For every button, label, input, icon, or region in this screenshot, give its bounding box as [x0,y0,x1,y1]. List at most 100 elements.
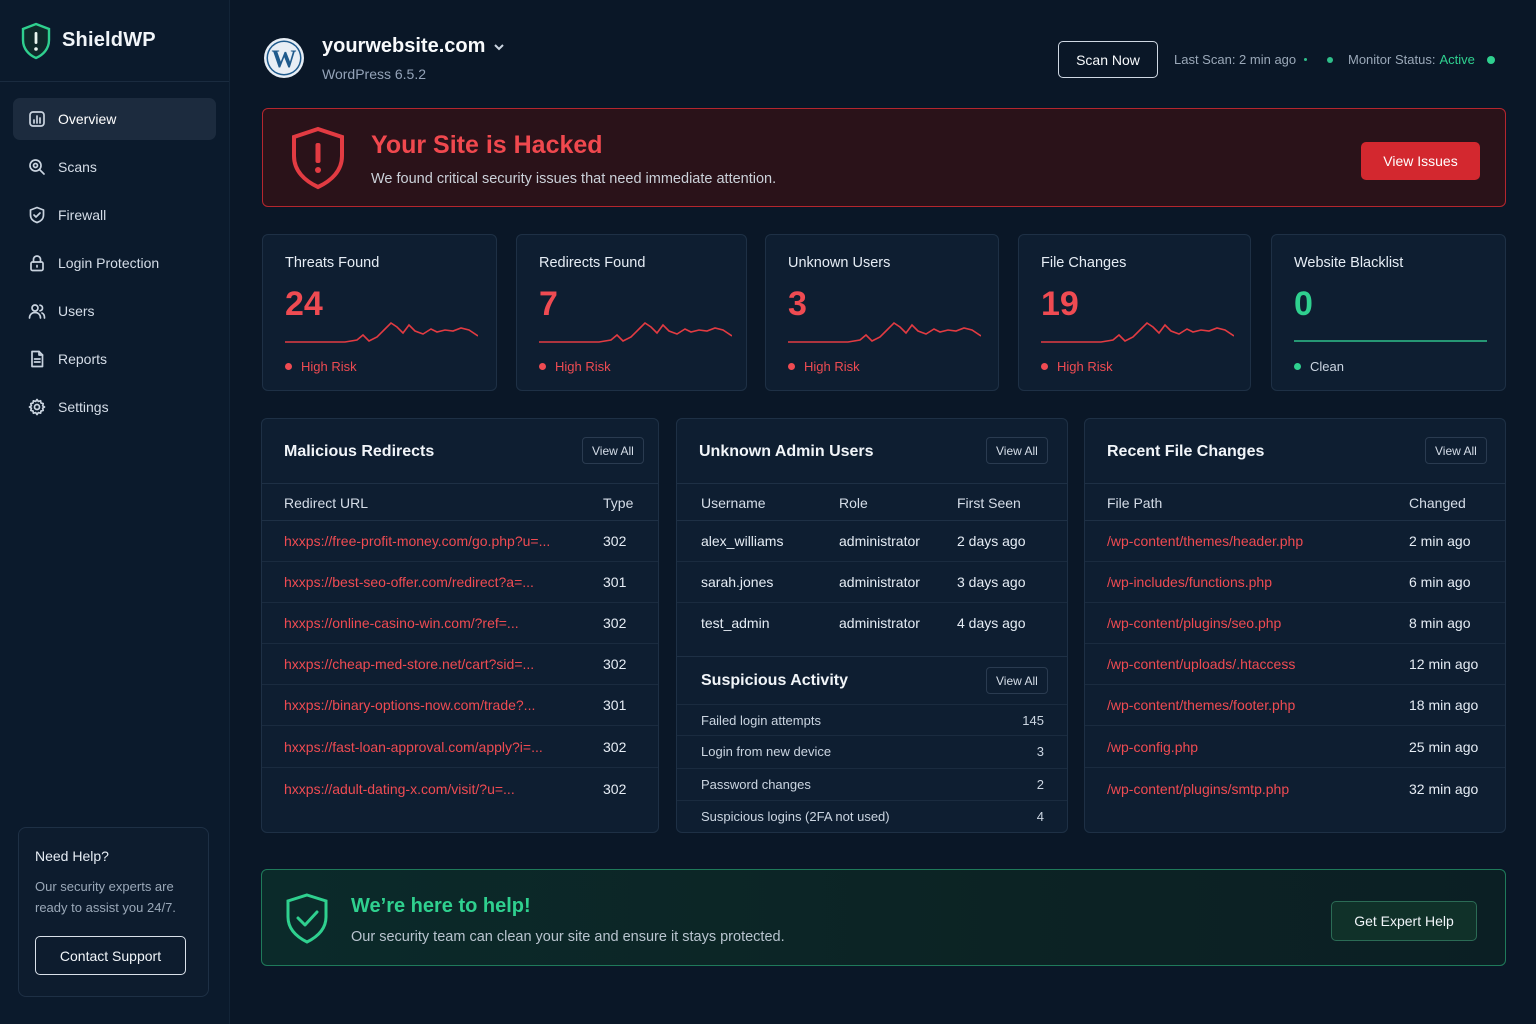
sparkline-chart [788,321,981,343]
redirect-url[interactable]: hxxps://fast-loan-approval.com/apply?i=.… [284,739,543,755]
table-row[interactable]: hxxps://adult-dating-x.com/visit/?u=... 3… [262,769,658,810]
file-path[interactable]: /wp-content/plugins/seo.php [1107,615,1282,631]
risk-text: High Risk [1057,359,1113,374]
changed-time: 2 min ago [1409,533,1471,549]
redirect-url[interactable]: hxxps://best-seo-offer.com/redirect?a=..… [284,574,534,590]
list-item[interactable]: Failed login attempts 145 [677,704,1067,736]
sidebar: ShieldWP Overview Scans Firewall Login P… [0,0,230,1024]
help-card: Need Help? Our security experts are read… [18,827,209,997]
file-path[interactable]: /wp-content/plugins/smtp.php [1107,781,1290,797]
table-row[interactable]: /wp-content/themes/footer.php 18 min ago [1085,685,1505,726]
role: administrator [839,533,920,549]
table-row[interactable]: hxxps://best-seo-offer.com/redirect?a=..… [262,562,658,603]
file-path[interactable]: /wp-content/uploads/.htaccess [1107,656,1296,672]
stat-website-blacklist[interactable]: Website Blacklist 0 Clean [1271,234,1506,391]
table-row[interactable]: /wp-content/plugins/smtp.php 32 min ago [1085,769,1505,810]
table-row[interactable]: hxxps://online-casino-win.com/?ref=... 30… [262,603,658,644]
table-row[interactable]: hxxps://fast-loan-approval.com/apply?i=.… [262,727,658,768]
view-all-files-button[interactable]: View All [1425,437,1487,464]
table-row[interactable]: hxxps://free-profit-money.com/go.php?u=.… [262,521,658,562]
redirect-url[interactable]: hxxps://binary-options-now.com/trade?... [284,697,536,713]
document-icon [31,350,44,368]
site-name: yourwebsite.com [322,35,486,57]
sidebar-item-label: Firewall [58,207,107,223]
stat-value: 24 [285,285,323,323]
sidebar-item-label: Overview [58,111,117,127]
activity-count: 3 [1036,744,1044,759]
table-row[interactable]: sarah.jones administrator 3 days ago [677,562,1067,603]
brand[interactable]: ShieldWP [0,0,229,82]
table-row[interactable]: hxxps://cheap-med-store.net/cart?sid=...… [262,644,658,685]
activity-count: 2 [1036,777,1044,792]
view-all-redirects-button[interactable]: View All [582,437,644,464]
column-header: Redirect URL [284,495,369,511]
risk-text: High Risk [555,359,611,374]
sidebar-item-login-protection[interactable]: Login Protection [13,242,216,284]
table-header: Username Role First Seen [677,483,1067,521]
stat-threats-found[interactable]: Threats Found 24 High Risk [262,234,497,391]
list-item[interactable]: Suspicious logins (2FA not used) 4 [677,800,1067,832]
wordpress-logo-icon[interactable]: W [263,37,305,79]
sidebar-item-scans[interactable]: Scans [13,146,216,188]
table-row[interactable]: hxxps://binary-options-now.com/trade?...… [262,685,658,726]
sidebar-item-settings[interactable]: Settings [13,386,216,428]
monitor-status: Monitor Status: Active [1348,52,1495,67]
list-item[interactable]: Login from new device 3 [677,735,1067,767]
first-seen: 2 days ago [957,533,1026,549]
stat-unknown-users[interactable]: Unknown Users 3 High Risk [765,234,999,391]
first-seen: 4 days ago [957,615,1026,631]
get-expert-help-button[interactable]: Get Expert Help [1331,901,1477,941]
file-path[interactable]: /wp-content/themes/header.php [1107,533,1304,549]
view-all-activity-button[interactable]: View All [986,667,1048,694]
role: administrator [839,574,920,590]
chevron-down-icon [494,43,505,50]
list-item[interactable]: Password changes 2 [677,768,1067,800]
redirect-type: 301 [603,574,627,590]
changed-time: 12 min ago [1409,656,1479,672]
changed-time: 18 min ago [1409,697,1479,713]
scan-now-button[interactable]: Scan Now [1058,41,1158,78]
table-row[interactable]: /wp-content/plugins/seo.php 8 min ago [1085,603,1505,644]
redirect-type: 302 [603,615,627,631]
stat-file-changes[interactable]: File Changes 19 High Risk [1018,234,1251,391]
sidebar-item-reports[interactable]: Reports [13,338,216,380]
table-row[interactable]: /wp-config.php 25 min ago [1085,727,1505,768]
shield-alert-icon [292,126,344,190]
table-row[interactable]: /wp-content/uploads/.htaccess 12 min ago [1085,644,1505,685]
activity-count: 145 [1022,713,1044,728]
contact-support-button[interactable]: Contact Support [35,936,186,975]
sidebar-item-overview[interactable]: Overview [13,98,216,140]
redirect-url[interactable]: hxxps://free-profit-money.com/go.php?u=.… [284,533,551,549]
shield-icon [29,206,45,224]
search-icon [29,159,45,175]
table-row[interactable]: test_admin administrator 4 days ago [677,603,1067,644]
sidebar-item-firewall[interactable]: Firewall [13,194,216,236]
sidebar-item-users[interactable]: Users [13,290,216,332]
table-row[interactable]: /wp-content/themes/header.php 2 min ago [1085,521,1505,562]
stat-value: 0 [1294,285,1313,323]
table-row[interactable]: /wp-includes/functions.php 6 min ago [1085,562,1505,603]
suspicious-activity-header: Suspicious Activity View All [677,656,1067,706]
changed-time: 32 min ago [1409,781,1479,797]
stat-redirects-found[interactable]: Redirects Found 7 High Risk [516,234,747,391]
site-selector[interactable]: yourwebsite.com [322,35,505,58]
brand-name: ShieldWP [62,29,156,51]
redirect-type: 302 [603,739,627,755]
column-header: Type [603,495,634,511]
sidebar-item-label: Login Protection [58,255,160,271]
file-path[interactable]: /wp-content/themes/footer.php [1107,697,1296,713]
redirect-url[interactable]: hxxps://online-casino-win.com/?ref=... [284,615,519,631]
first-seen: 3 days ago [957,574,1026,590]
risk-badge: High Risk [539,359,611,374]
help-text: Our security experts are ready to assist… [35,879,176,915]
view-all-admins-button[interactable]: View All [986,437,1048,464]
column-header: First Seen [957,495,1021,511]
view-issues-button[interactable]: View Issues [1361,142,1480,180]
last-scan-text: Last Scan: 2 min ago [1174,52,1297,67]
file-path[interactable]: /wp-config.php [1107,739,1199,755]
file-path[interactable]: /wp-includes/functions.php [1107,574,1272,590]
redirect-url[interactable]: hxxps://cheap-med-store.net/cart?sid=... [284,656,535,672]
column-header: Changed [1409,495,1466,511]
table-row[interactable]: alex_williams administrator 2 days ago [677,521,1067,562]
redirect-url[interactable]: hxxps://adult-dating-x.com/visit/?u=... [284,781,515,797]
